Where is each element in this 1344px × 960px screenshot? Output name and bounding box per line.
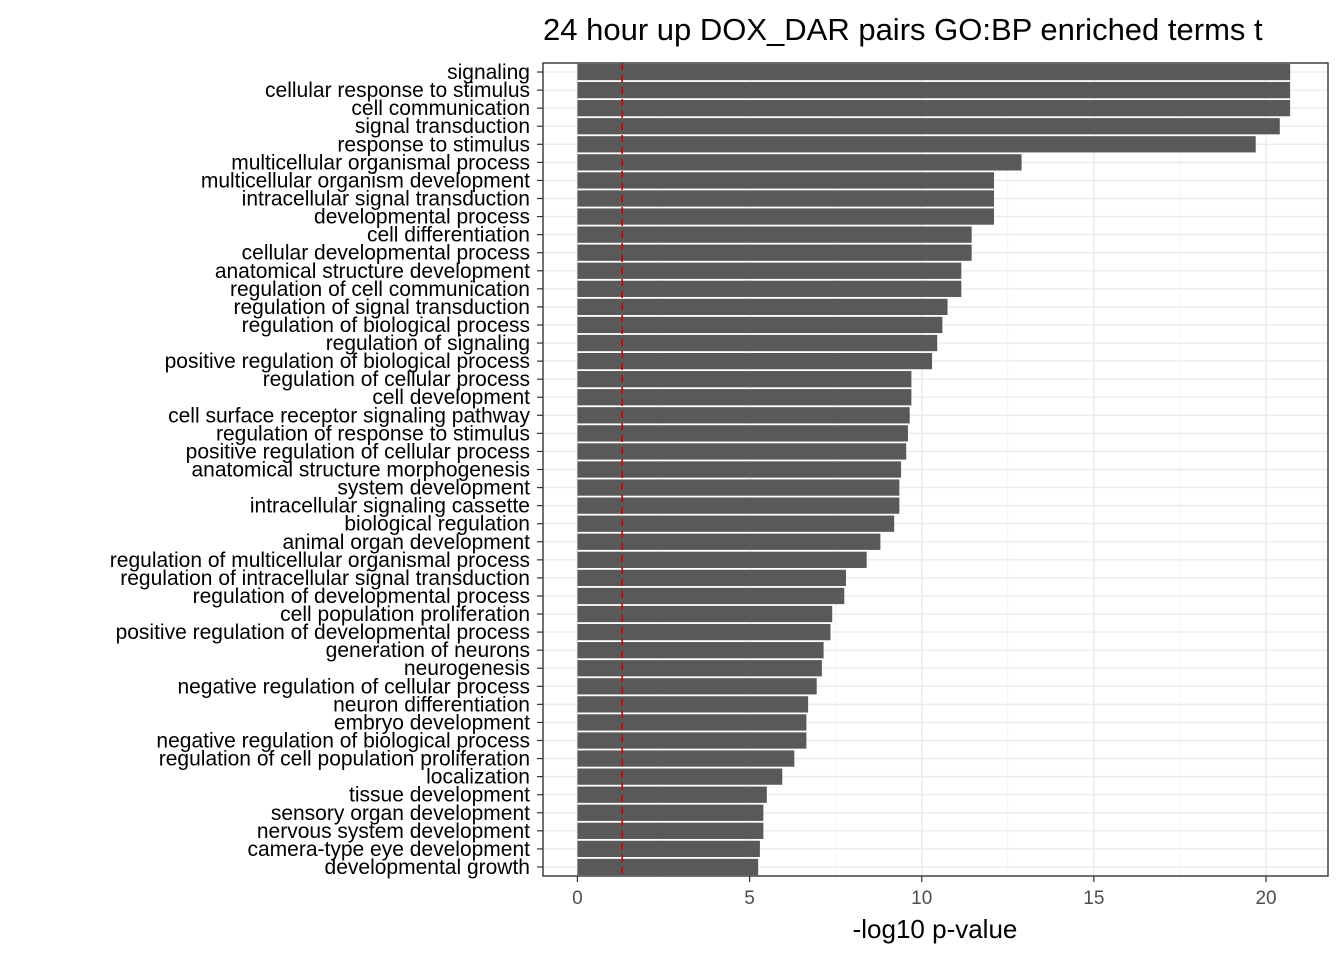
y-tick-label: positive regulation of cellular process bbox=[186, 440, 530, 463]
bar bbox=[577, 678, 817, 695]
y-tick-label: intracellular signaling cassette bbox=[250, 495, 530, 518]
y-tick-label: cellular response to stimulus bbox=[265, 79, 530, 102]
y-tick-label: positive regulation of developmental pro… bbox=[116, 621, 530, 644]
bar bbox=[577, 858, 759, 876]
bar bbox=[577, 298, 948, 316]
bar bbox=[577, 190, 995, 207]
y-tick-label: response to stimulus bbox=[337, 133, 530, 156]
y-tick-label: regulation of cellular process bbox=[263, 368, 530, 391]
bar bbox=[577, 533, 881, 550]
bar bbox=[577, 244, 972, 261]
y-tick-label: system development bbox=[337, 477, 530, 500]
y-tick-label: regulation of response to stimulus bbox=[216, 422, 530, 445]
y-tick-label: localization bbox=[426, 766, 530, 789]
bar bbox=[577, 443, 907, 460]
bar bbox=[577, 696, 809, 713]
bar bbox=[577, 479, 900, 496]
y-tick-label: regulation of biological process bbox=[242, 314, 530, 337]
y-tick-label: regulation of intracellular signal trans… bbox=[120, 567, 530, 590]
y-tick-label: neuron differentiation bbox=[333, 693, 530, 716]
bar bbox=[577, 497, 900, 514]
y-tick-label: cell communication bbox=[351, 97, 530, 120]
y-tick-label: regulation of cell communication bbox=[230, 278, 530, 301]
x-tick-label: 5 bbox=[744, 888, 755, 909]
y-tick-label: cell population proliferation bbox=[280, 603, 530, 626]
x-tick-label: 0 bbox=[572, 888, 583, 909]
y-tick-label: embryo development bbox=[334, 711, 530, 734]
y-tick-label: cellular developmental process bbox=[242, 242, 530, 265]
y-tick-label: biological regulation bbox=[344, 513, 530, 536]
bar bbox=[577, 804, 764, 821]
y-tick-label: animal organ development bbox=[283, 531, 531, 554]
y-tick-label: tissue development bbox=[349, 784, 530, 807]
bar bbox=[577, 208, 995, 225]
y-tick-label: cell surface receptor signaling pathway bbox=[168, 404, 530, 427]
bar bbox=[577, 100, 1291, 117]
y-tick-label: developmental process bbox=[314, 206, 530, 229]
chart-title: 24 hour up DOX_DAR pairs GO:BP enriched … bbox=[543, 12, 1263, 47]
y-tick-label: sensory organ development bbox=[271, 802, 530, 825]
y-tick-label: intracellular signal transduction bbox=[242, 188, 530, 211]
bar bbox=[577, 63, 1291, 81]
bar bbox=[577, 371, 912, 388]
bar bbox=[577, 840, 760, 858]
bar bbox=[577, 461, 902, 478]
y-tick-label: developmental growth bbox=[325, 856, 530, 879]
y-tick-label: cell development bbox=[372, 386, 530, 409]
bar bbox=[577, 642, 824, 659]
y-tick-label: signaling bbox=[447, 61, 530, 84]
bar bbox=[577, 172, 995, 189]
bar bbox=[577, 262, 962, 279]
y-tick-label: signal transduction bbox=[355, 115, 530, 138]
bar bbox=[577, 81, 1291, 99]
x-tick-label: 10 bbox=[911, 888, 932, 909]
bar bbox=[577, 316, 943, 334]
y-tick-label: regulation of signaling bbox=[326, 332, 530, 355]
bar bbox=[577, 280, 962, 297]
x-tick-label: 15 bbox=[1083, 888, 1104, 909]
bar bbox=[577, 425, 908, 442]
bar bbox=[577, 569, 846, 587]
bar bbox=[577, 732, 807, 749]
bar bbox=[577, 226, 972, 243]
y-tick-label: positive regulation of biological proces… bbox=[165, 350, 530, 373]
x-tick-label: 20 bbox=[1255, 888, 1276, 909]
y-tick-label: negative regulation of biological proces… bbox=[156, 730, 530, 753]
y-tick-label: nervous system development bbox=[257, 820, 530, 843]
bar bbox=[577, 334, 938, 352]
bar bbox=[577, 822, 764, 839]
bar bbox=[577, 352, 933, 370]
bar bbox=[577, 714, 807, 731]
bar bbox=[577, 660, 822, 677]
y-tick-label: generation of neurons bbox=[326, 639, 530, 662]
x-axis-title: -log10 p-value bbox=[853, 914, 1018, 944]
bar bbox=[577, 136, 1256, 153]
y-tick-label: negative regulation of cellular process bbox=[177, 675, 530, 698]
bar bbox=[577, 750, 795, 767]
y-tick-label: cell differentiation bbox=[367, 224, 530, 247]
bar bbox=[577, 551, 867, 568]
bar bbox=[577, 587, 845, 605]
bar bbox=[577, 389, 912, 406]
bar bbox=[577, 515, 895, 532]
bar bbox=[577, 118, 1280, 135]
y-tick-label: anatomical structure morphogenesis bbox=[191, 459, 530, 482]
y-tick-label: camera-type eye development bbox=[248, 838, 531, 861]
y-tick-label: regulation of signal transduction bbox=[233, 296, 530, 319]
y-tick-label: multicellular organismal process bbox=[231, 151, 530, 174]
bar bbox=[577, 786, 767, 803]
y-tick-label: neurogenesis bbox=[404, 657, 530, 680]
y-tick-label: anatomical structure development bbox=[215, 260, 530, 283]
y-tick-label: regulation of multicellular organismal p… bbox=[110, 549, 530, 572]
y-tick-label: multicellular organism development bbox=[201, 169, 530, 192]
bar bbox=[577, 768, 783, 785]
bar bbox=[577, 623, 831, 641]
bar bbox=[577, 605, 833, 623]
y-tick-label: regulation of developmental process bbox=[193, 585, 530, 608]
bar bbox=[577, 407, 910, 424]
y-tick-label: regulation of cell population proliferat… bbox=[159, 748, 530, 771]
bar bbox=[577, 154, 1022, 171]
